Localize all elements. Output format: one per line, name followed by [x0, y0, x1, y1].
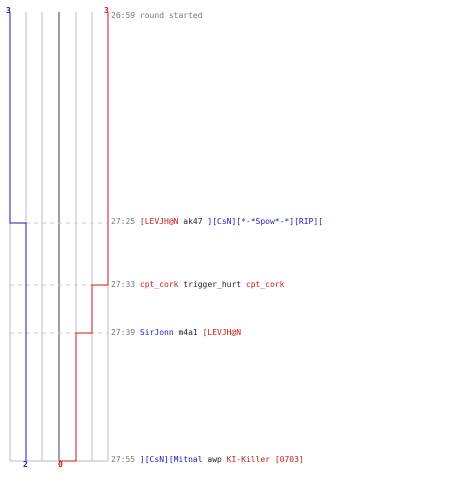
round-start-text: round started — [139, 11, 203, 20]
top-left-score: 3 — [6, 6, 11, 15]
bottom-red-score: 0 — [58, 460, 63, 469]
event-time: 27:39 — [111, 328, 136, 337]
bottom-blue-score: 2 — [23, 460, 28, 469]
event-weapon: awp — [207, 455, 222, 464]
event-attacker: ][CsN][Mitnal — [139, 455, 203, 464]
event-row: 27:39 SirJonn m4a1 [LEVJH@N — [111, 327, 241, 339]
event-victim: KI-Killer [0703] — [226, 455, 304, 464]
event-attacker: SirJonn — [139, 328, 174, 337]
event-attacker: cpt_cork — [139, 280, 179, 289]
event-victim: ][CsN][*-*Spow*-*][RIP][ — [207, 217, 323, 226]
event-row: 27:33 cpt_cork trigger_hurt cpt_cork — [111, 279, 284, 291]
red-team-score-line — [59, 12, 109, 462]
round-start-row: 26:59 round started — [111, 10, 203, 22]
event-victim: cpt_cork — [245, 280, 285, 289]
event-victim: [LEVJH@N — [202, 328, 242, 337]
top-right-score: 3 — [104, 6, 109, 15]
event-time: 27:25 — [111, 217, 136, 226]
event-time: 27:55 — [111, 455, 136, 464]
round-start-time: 26:59 — [111, 11, 136, 20]
grid-lines — [9, 12, 109, 462]
blue-team-score-line — [9, 12, 27, 461]
event-weapon: ak47 — [183, 217, 203, 226]
event-row: 27:25 [LEVJH@N ak47 ][CsN][*-*Spow*-*][R… — [111, 216, 323, 228]
event-weapon: trigger_hurt — [183, 280, 242, 289]
team-score-lines — [9, 12, 109, 462]
event-attacker: [LEVJH@N — [139, 217, 179, 226]
event-row: 27:55 ][CsN][Mitnal awp KI-Killer [0703] — [111, 454, 304, 466]
event-weapon: m4a1 — [178, 328, 198, 337]
event-time: 27:33 — [111, 280, 136, 289]
